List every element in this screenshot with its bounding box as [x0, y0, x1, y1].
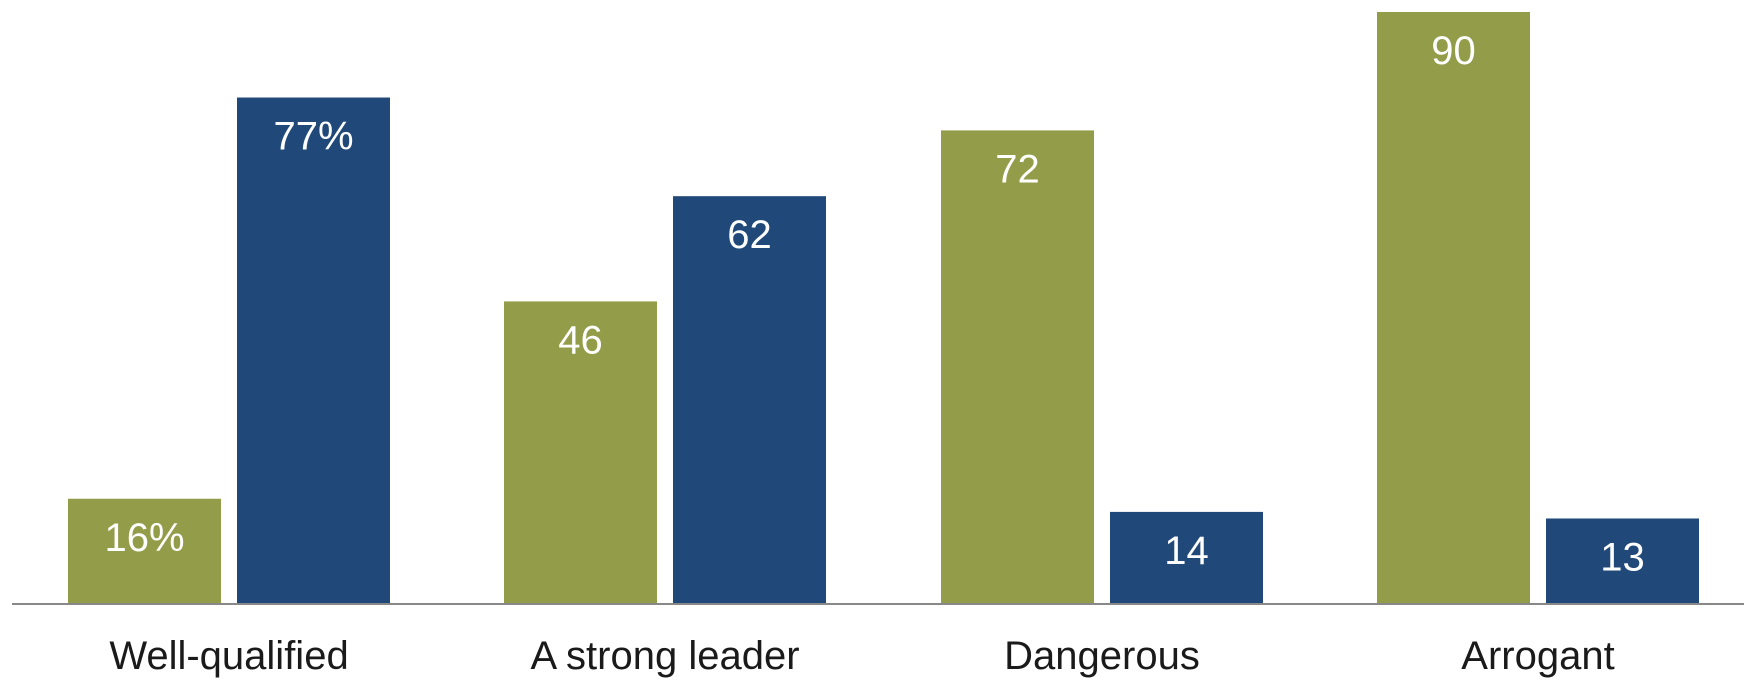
bar-labels-layer: 16% 77% 46 62 72 14 90 13 [104, 29, 1644, 579]
bar-series1-arrogant [1546, 518, 1699, 604]
data-label: 16% [104, 516, 184, 560]
bars-layer [68, 12, 1699, 604]
bar-series0-dangerous [941, 130, 1094, 604]
data-label: 13 [1600, 535, 1645, 579]
category-label: Well-qualified [109, 634, 348, 678]
category-labels-layer: Well-qualified A strong leader Dangerous Ar… [109, 634, 1614, 678]
bar-series0-arrogant [1377, 12, 1530, 604]
bar-series1-well-qualified [237, 97, 390, 604]
category-label: A strong leader [530, 634, 799, 678]
bar-series0-a-strong-leader [504, 301, 657, 604]
data-label: 77% [273, 115, 353, 159]
bar-series1-a-strong-leader [673, 196, 826, 604]
data-label: 14 [1164, 529, 1209, 573]
data-label: 62 [727, 213, 772, 257]
data-label: 46 [558, 318, 603, 362]
bar-series0-well-qualified [68, 498, 221, 604]
data-label: 72 [995, 147, 1040, 191]
data-label: 90 [1431, 29, 1476, 73]
category-label: Dangerous [1004, 634, 1200, 678]
category-label: Arrogant [1461, 634, 1614, 678]
bar-series1-dangerous [1110, 511, 1263, 604]
